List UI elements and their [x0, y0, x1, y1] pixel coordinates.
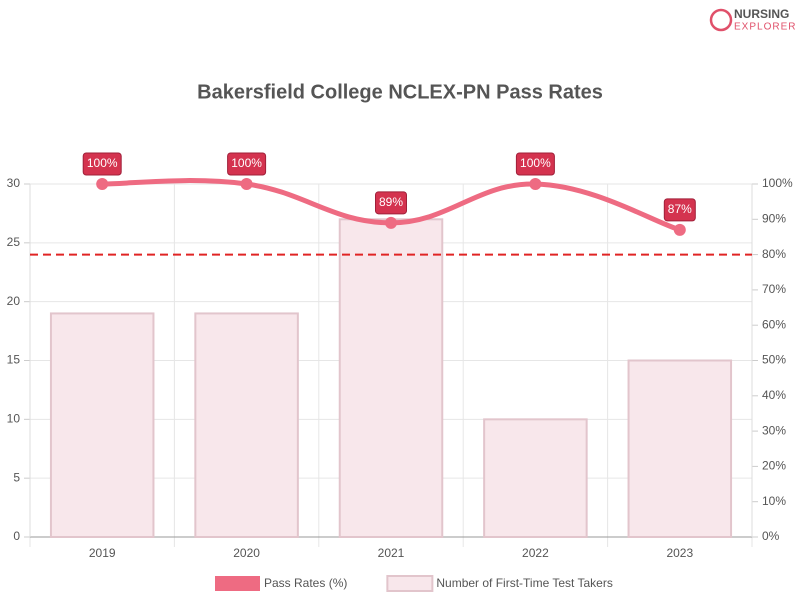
y-tick-label: 30 — [7, 176, 21, 190]
y2-tick-label: 70% — [762, 282, 786, 296]
value-label-box — [663, 198, 696, 222]
value-label: 100% — [87, 156, 118, 170]
y2-tick-label: 20% — [762, 459, 786, 473]
y2-tick-label: 50% — [762, 353, 786, 367]
y-tick-label: 15 — [7, 353, 21, 367]
value-label-box — [82, 152, 122, 176]
bar — [483, 418, 588, 539]
value-label: 87% — [668, 202, 692, 216]
y-tick-label: 5 — [13, 470, 20, 484]
y2-tick-label: 0% — [762, 529, 780, 543]
point — [96, 178, 109, 190]
bar — [49, 312, 155, 538]
value-label: 100% — [520, 156, 551, 170]
y2-tick-label: 80% — [762, 247, 786, 261]
bar — [627, 359, 733, 538]
bar — [194, 312, 299, 538]
value-label-box — [375, 191, 407, 215]
x-tick-label: 2023 — [666, 546, 693, 560]
y-tick-label: 0 — [13, 529, 20, 543]
logo-icon — [709, 8, 733, 32]
brand-line: EXPLORER — [734, 22, 796, 33]
point — [673, 223, 686, 236]
y-tick-label: 10 — [7, 412, 21, 426]
point — [240, 178, 253, 190]
legend-label: Pass Rates (%) — [264, 576, 347, 590]
y2-tick-label: 100% — [762, 176, 793, 190]
x-tick-label: 2019 — [89, 546, 116, 560]
x-tick-label: 2020 — [233, 546, 260, 560]
x-tick-label: 2021 — [378, 546, 405, 560]
y-tick-label: 25 — [7, 235, 21, 249]
y2-tick-label: 90% — [762, 211, 786, 225]
brand-line: NURSING — [734, 7, 789, 21]
y2-tick-label: 40% — [762, 388, 786, 402]
y-tick-label: 20 — [7, 294, 21, 308]
legend-swatch — [386, 575, 434, 592]
x-tick-label: 2022 — [522, 546, 549, 560]
chart-title: Bakersfield College NCLEX-PN Pass Rates — [197, 81, 603, 103]
legend-label: Number of First-Time Test Takers — [436, 576, 612, 590]
y2-tick-label: 10% — [762, 494, 786, 508]
point — [385, 216, 397, 229]
legend-swatch — [215, 576, 260, 591]
point — [529, 178, 542, 190]
value-label: 89% — [379, 195, 403, 209]
y2-tick-label: 60% — [762, 317, 786, 331]
value-label: 100% — [231, 156, 262, 170]
y2-tick-label: 30% — [762, 423, 786, 437]
bar — [338, 218, 444, 539]
value-label-box — [515, 152, 555, 176]
value-label-box — [227, 152, 267, 176]
